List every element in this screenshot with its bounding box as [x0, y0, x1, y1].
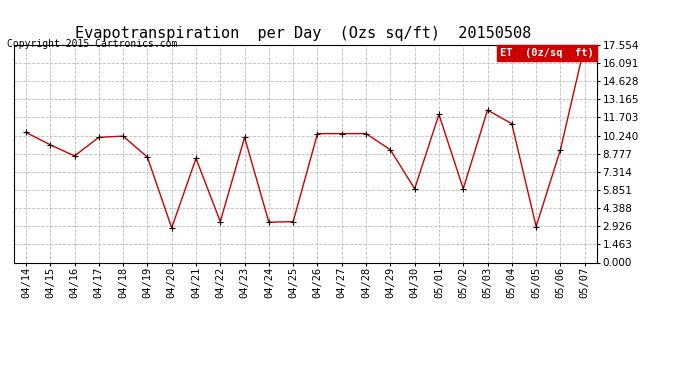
Text: Copyright 2015 Cartronics.com: Copyright 2015 Cartronics.com [7, 39, 177, 50]
Text: Evapotranspiration  per Day  (Ozs sq/ft)  20150508: Evapotranspiration per Day (Ozs sq/ft) 2… [75, 26, 532, 41]
Text: ET  (0z/sq  ft): ET (0z/sq ft) [500, 48, 594, 58]
